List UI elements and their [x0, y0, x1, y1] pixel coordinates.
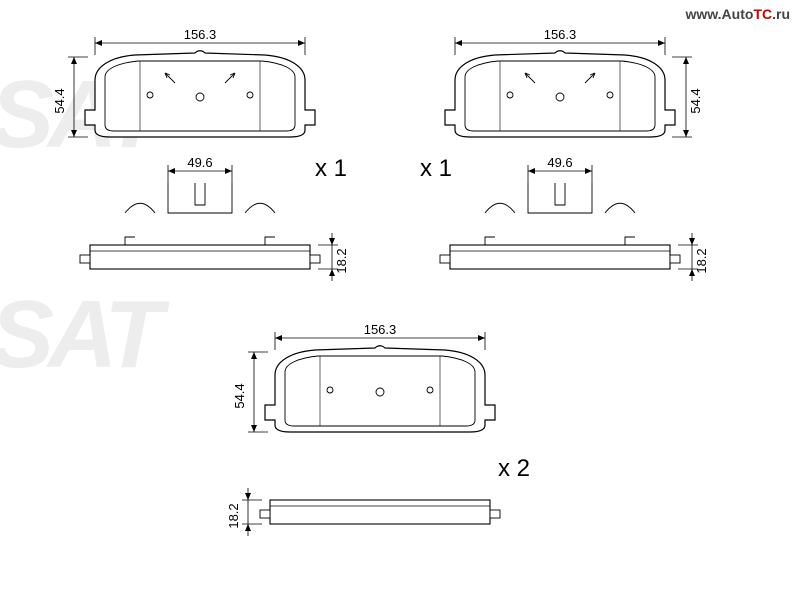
dim-height-label: 54.4 [52, 88, 67, 113]
svg-text:156.3: 156.3 [364, 322, 397, 337]
qty-bottom: x 2 [498, 455, 530, 483]
svg-text:18.2: 18.2 [694, 248, 709, 273]
qty-top-right: x 1 [420, 155, 452, 183]
backing-plate [90, 245, 310, 269]
svg-text:18.2: 18.2 [226, 503, 241, 528]
source-url: www.AutoTC.ru [686, 6, 790, 22]
svg-text:49.6: 49.6 [547, 155, 572, 170]
svg-text:156.3: 156.3 [544, 27, 577, 42]
dim-spring-label: 49.6 [187, 155, 212, 170]
pad-svg-top-left: 156.3 54.4 49.6 [50, 25, 360, 305]
url-suffix: .ru [772, 6, 790, 22]
pad-svg-top-right: 156.3 54.4 49.6 18.2 [410, 25, 720, 305]
pad-outline [85, 51, 315, 137]
pad-group-bottom: 156.3 54.4 18.2 [230, 320, 540, 585]
pad-svg-bottom: 156.3 54.4 18.2 [230, 320, 540, 580]
dim-width-label: 156.3 [184, 27, 217, 42]
svg-text:54.4: 54.4 [688, 88, 703, 113]
dim-thick-label: 18.2 [334, 248, 349, 273]
svg-text:54.4: 54.4 [232, 383, 247, 408]
qty-top-left: x 1 [315, 155, 347, 183]
url-prefix: www.Auto [686, 6, 754, 22]
pad-group-top-right: 156.3 54.4 49.6 18.2 [410, 25, 720, 310]
pad-group-top-left: 156.3 54.4 49.6 [50, 25, 360, 310]
url-red: TC [753, 6, 772, 22]
